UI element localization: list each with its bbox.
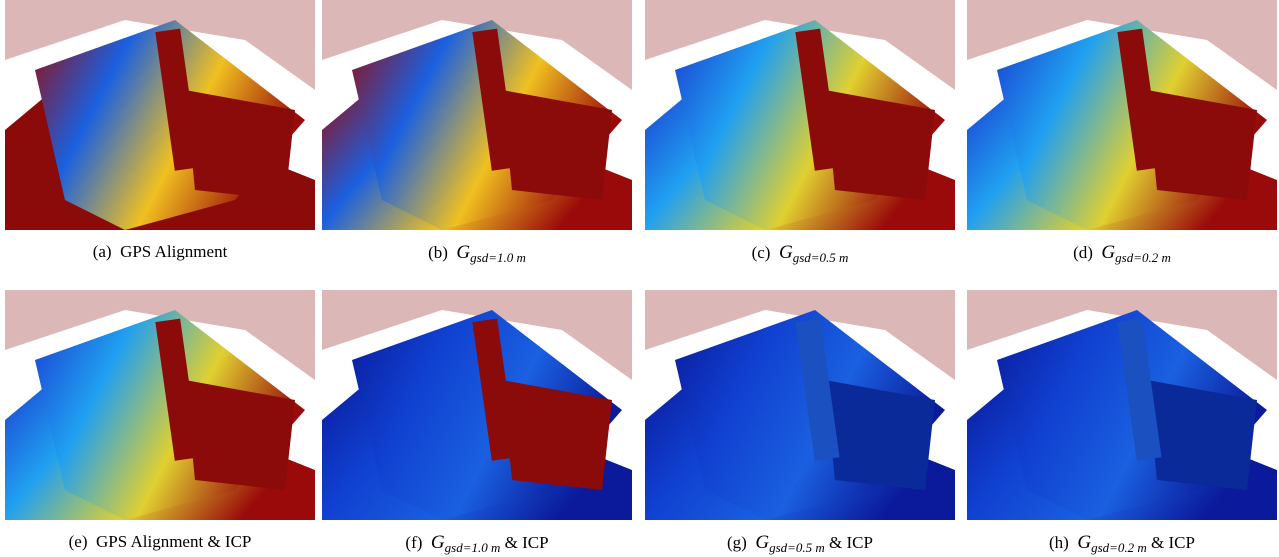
point-cloud-image bbox=[5, 290, 315, 520]
vegetation bbox=[967, 290, 1277, 380]
roof-edge bbox=[472, 318, 517, 461]
caption-symbol: G bbox=[778, 242, 793, 263]
caption: (h) Ggsd=0.2 m & ICP bbox=[967, 532, 1277, 556]
caption: (a) GPS Alignment bbox=[5, 242, 315, 262]
caption-suffix: & ICP bbox=[504, 533, 549, 552]
subfigure: (f) Ggsd=1.0 m & ICP bbox=[322, 290, 632, 556]
caption-suffix: & ICP bbox=[1151, 533, 1195, 552]
caption-label: (c) bbox=[751, 243, 771, 262]
vegetation bbox=[5, 0, 315, 90]
subfigure: (c) Ggsd=0.5 m bbox=[645, 0, 955, 266]
roof bbox=[825, 380, 935, 490]
point-cloud-image bbox=[967, 0, 1277, 230]
roof bbox=[502, 90, 612, 200]
roof-edge bbox=[795, 318, 840, 461]
caption: (b) Ggsd=1.0 m bbox=[322, 242, 632, 266]
caption: (c) Ggsd=0.5 m bbox=[645, 242, 955, 266]
point-cloud-image bbox=[322, 290, 632, 520]
vegetation bbox=[645, 0, 955, 90]
caption-subscript: gsd=0.5 m bbox=[769, 540, 825, 555]
caption-symbol: G bbox=[1077, 532, 1092, 553]
caption: (f) Ggsd=1.0 m & ICP bbox=[322, 532, 632, 556]
roof bbox=[185, 380, 295, 490]
caption-symbol: G bbox=[755, 532, 770, 553]
subfigure: (d) Ggsd=0.2 m bbox=[967, 0, 1277, 266]
caption-subscript: gsd=0.5 m bbox=[792, 250, 849, 265]
vegetation bbox=[322, 0, 632, 90]
roof-edge bbox=[155, 28, 200, 171]
caption: (d) Ggsd=0.2 m bbox=[967, 242, 1277, 266]
roof bbox=[185, 90, 295, 200]
subfigure: (g) Ggsd=0.5 m & ICP bbox=[645, 290, 955, 556]
point-cloud-image bbox=[322, 0, 632, 230]
caption-label: (d) bbox=[1073, 243, 1093, 262]
caption-label: (b) bbox=[428, 243, 448, 262]
subfigure: (h) Ggsd=0.2 m & ICP bbox=[967, 290, 1277, 556]
caption-label: (e) bbox=[68, 532, 88, 551]
caption-subscript: gsd=0.2 m bbox=[1115, 250, 1171, 265]
caption-symbol: G bbox=[456, 242, 471, 263]
subfigure: (b) Ggsd=1.0 m bbox=[322, 0, 632, 266]
caption-text: GPS Alignment & ICP bbox=[95, 532, 252, 551]
caption-text: GPS Alignment bbox=[120, 242, 228, 261]
roof-edge bbox=[1117, 28, 1162, 171]
caption-label: (g) bbox=[727, 533, 747, 552]
point-cloud-image bbox=[967, 290, 1277, 520]
caption: (e) GPS Alignment & ICP bbox=[5, 532, 315, 552]
roof bbox=[825, 90, 935, 200]
subfigure: (e) GPS Alignment & ICP bbox=[5, 290, 315, 552]
vegetation bbox=[967, 0, 1277, 90]
subfigure: (a) GPS Alignment bbox=[5, 0, 315, 262]
roof-edge bbox=[472, 28, 517, 171]
caption-subscript: gsd=1.0 m bbox=[470, 250, 526, 265]
caption: (g) Ggsd=0.5 m & ICP bbox=[645, 532, 955, 556]
point-cloud-image bbox=[645, 290, 955, 520]
roof bbox=[502, 380, 612, 490]
caption-subscript: gsd=1.0 m bbox=[444, 540, 501, 555]
vegetation bbox=[322, 290, 632, 380]
caption-label: (f) bbox=[405, 533, 423, 552]
vegetation bbox=[5, 290, 315, 380]
caption-label: (a) bbox=[92, 242, 112, 261]
caption-subscript: gsd=0.2 m bbox=[1091, 540, 1147, 555]
point-cloud-image bbox=[645, 0, 955, 230]
point-cloud-image bbox=[5, 0, 315, 230]
roof-edge bbox=[795, 28, 840, 171]
roof bbox=[1147, 380, 1257, 490]
caption-label: (h) bbox=[1049, 533, 1069, 552]
vegetation bbox=[645, 290, 955, 380]
roof bbox=[1147, 90, 1257, 200]
caption-symbol: G bbox=[430, 532, 445, 553]
caption-symbol: G bbox=[1101, 242, 1116, 263]
caption-suffix: & ICP bbox=[829, 533, 873, 552]
roof-edge bbox=[155, 318, 200, 461]
roof-edge bbox=[1117, 318, 1162, 461]
